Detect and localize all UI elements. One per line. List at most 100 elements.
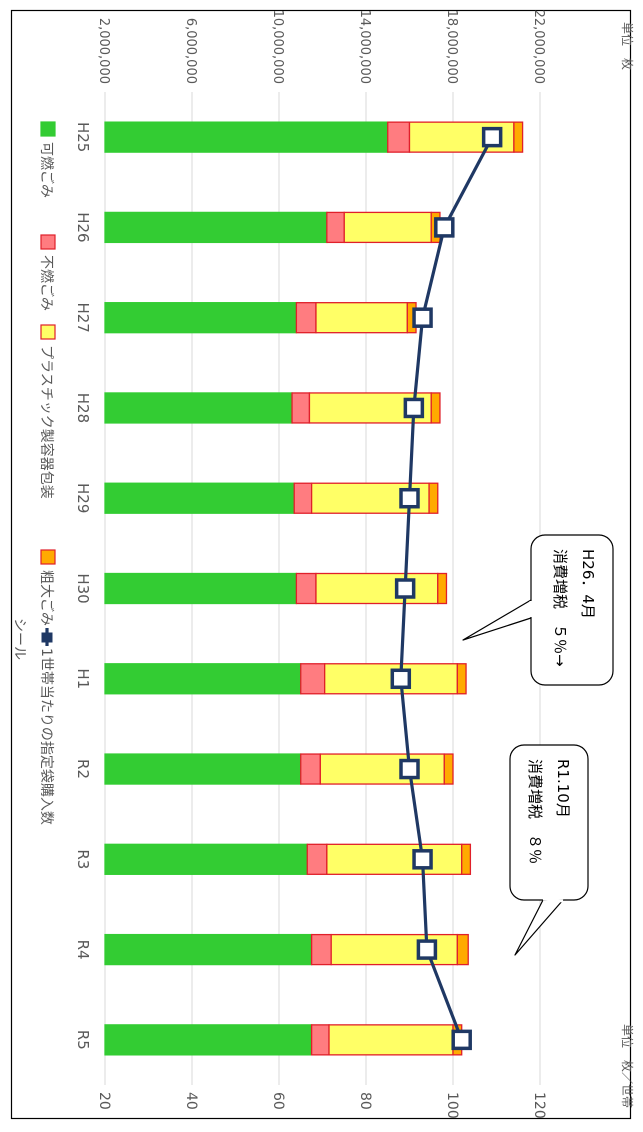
x-category-label: R4 <box>74 940 92 960</box>
line-point-marker <box>403 397 425 419</box>
legend-item: プラスチック製容器包装 <box>38 324 56 499</box>
y-left-unit-label: 単位 枚 <box>620 22 635 70</box>
bar-segment <box>437 572 448 605</box>
line-point-marker <box>481 126 503 148</box>
text-layer: 2,000,000 6,000,000 10,000,000 14,000,000 18… <box>74 10 635 1119</box>
y-right-tick-label: 20 <box>96 1092 112 1110</box>
y-right-tick-label: 120 <box>531 1092 547 1119</box>
bar-segment <box>104 1024 313 1056</box>
bar-segment <box>310 933 332 966</box>
bar-segment <box>104 843 308 875</box>
x-category-label: H26 <box>74 212 92 242</box>
bar-segment <box>104 482 295 514</box>
legend-item: 不燃ごみ <box>38 234 56 311</box>
chart-rotated-group: 2,000,000 6,000,000 10,000,000 14,000,000 18… <box>11 10 635 1119</box>
y-left-tick-label: 18,000,000 <box>444 10 459 84</box>
annotation-seam <box>542 897 564 903</box>
legend-label: 粗大ごみ <box>38 570 54 626</box>
y-left-tick-label: 10,000,000 <box>270 10 285 84</box>
y-right-tick-label: 60 <box>270 1092 286 1110</box>
bar-segment <box>387 121 411 153</box>
y-right-unit-label: 単位 枚／世帯 <box>620 1024 635 1108</box>
bar-segment <box>104 572 298 605</box>
bar-segment <box>326 843 463 875</box>
line-point-marker <box>412 849 433 870</box>
bar-segment <box>291 392 311 424</box>
legend-label: 不燃ごみ <box>38 255 55 311</box>
x-category-label: R5 <box>74 1030 92 1050</box>
legend-item: 粗大ごみ <box>38 549 56 626</box>
x-category-label: H29 <box>74 483 92 513</box>
x-category-label: H1 <box>74 668 92 689</box>
line-point-marker <box>434 217 455 238</box>
bar-segment <box>306 843 328 875</box>
x-category-label: R3 <box>74 849 92 869</box>
line-layer <box>390 126 503 1051</box>
x-category-label: H27 <box>74 302 92 332</box>
y-right-tick-label: 80 <box>357 1092 373 1110</box>
line-point-marker <box>451 1029 472 1051</box>
bar-segment <box>104 211 328 244</box>
legend-swatch <box>40 549 56 565</box>
bar-segment <box>104 302 298 334</box>
bar-segment <box>300 753 321 785</box>
annotation-text: 消費増税 ５％→ <box>551 549 569 667</box>
annotation-box <box>509 744 589 901</box>
bar-segment <box>104 121 389 153</box>
bar-segment <box>456 933 469 966</box>
bar-segment <box>104 663 302 695</box>
x-category-label: R2 <box>74 759 92 779</box>
line-point-marker <box>412 307 433 328</box>
x-category-label: H28 <box>74 393 92 423</box>
x-category-label: H30 <box>74 573 92 603</box>
bar-segment <box>428 482 439 514</box>
bar-segment <box>328 1024 454 1056</box>
bar-segment <box>315 302 408 334</box>
line-point-marker <box>394 578 416 599</box>
annotation-text: H26．4月 <box>579 549 597 619</box>
legend-label-line: 1世帯当たりの指定袋購入数 <box>38 648 54 825</box>
y-left-tick-label: 14,000,000 <box>357 10 372 84</box>
annotation-text: 消費増税 ８％ <box>526 759 544 864</box>
legend-swatch <box>40 234 56 250</box>
legend-label: プラスチック製容器包装 <box>38 345 55 499</box>
y-right-tick-label: 100 <box>444 1092 460 1119</box>
bar-segment <box>295 302 317 334</box>
legend-label-line: シール <box>11 618 27 660</box>
bar-segment <box>319 753 445 785</box>
bar-segment <box>295 572 317 605</box>
legend-label: 可燃ごみ <box>38 142 55 198</box>
bar-segment <box>430 392 441 424</box>
bar-segment <box>456 663 467 695</box>
bar-segment <box>300 663 326 695</box>
y-left-tick-label: 22,000,000 <box>531 10 546 84</box>
y-left-tick-label: 2,000,000 <box>96 18 111 84</box>
line-point-marker <box>416 939 438 960</box>
y-right-tick-label: 40 <box>183 1092 199 1110</box>
bar-segment <box>330 933 459 966</box>
bar-segment <box>310 1024 330 1056</box>
bar-segment <box>104 933 313 966</box>
line-point-marker <box>390 668 412 690</box>
bar-segment <box>326 211 345 244</box>
bar-segment <box>104 392 293 424</box>
legend-item: 可燃ごみ <box>38 121 56 198</box>
line-point-marker <box>399 487 420 509</box>
bar-segment <box>443 753 454 785</box>
bar-segment <box>343 211 432 244</box>
legend-marker-swatch <box>41 632 53 643</box>
annotation-text: R1.10月 <box>554 759 572 818</box>
bar-segment <box>104 753 302 785</box>
bar-segment <box>315 572 439 605</box>
bar-layer <box>104 121 524 1056</box>
y-left-tick-label: 6,000,000 <box>183 18 198 84</box>
bar-segment <box>293 482 313 514</box>
legend-swatch <box>40 121 56 137</box>
